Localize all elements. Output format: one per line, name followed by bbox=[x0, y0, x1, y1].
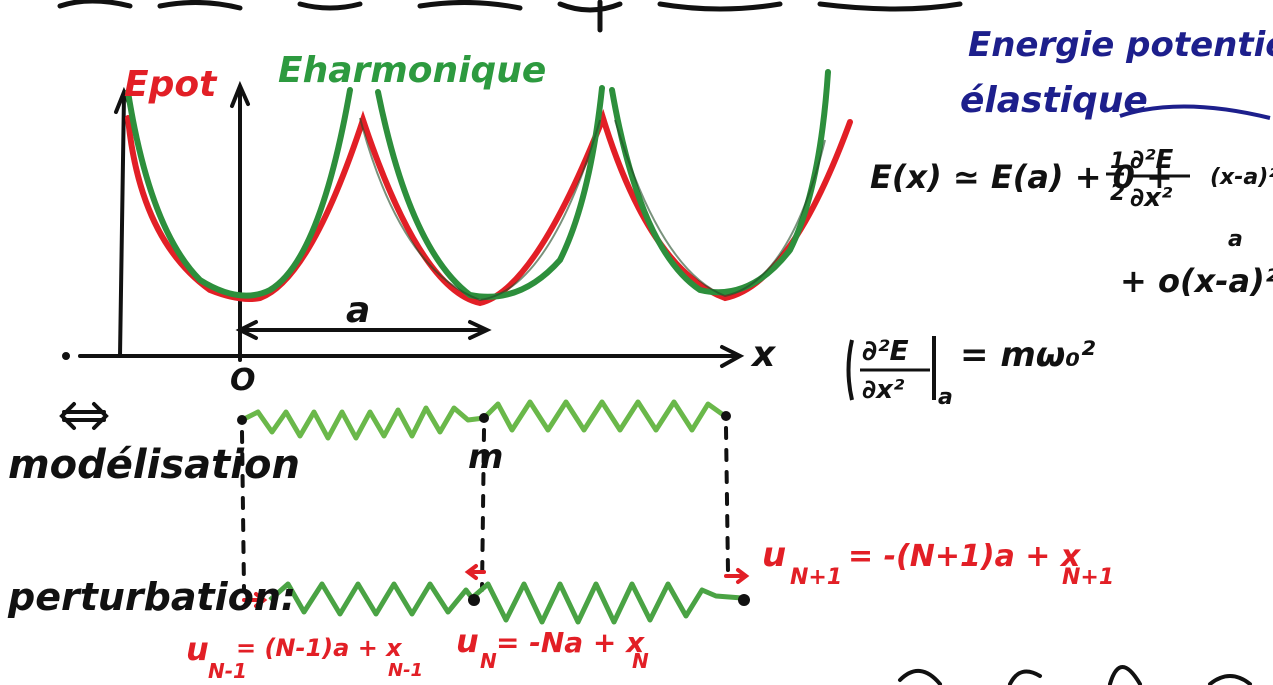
title-elastic: élastique bbox=[960, 80, 1148, 121]
spring-bottom-left bbox=[268, 581, 474, 617]
svg-text:∂²E: ∂²E bbox=[862, 334, 909, 367]
svg-text:= -Na + x: = -Na + x bbox=[496, 626, 645, 659]
modelisation-label: modélisation bbox=[8, 442, 300, 488]
spring-bottom-right bbox=[470, 581, 743, 625]
svg-text:N: N bbox=[632, 649, 649, 673]
svg-text:+ o(x-a)²: + o(x-a)² bbox=[1120, 262, 1273, 300]
y-axis-left bbox=[118, 93, 126, 358]
svg-text:∂x²: ∂x² bbox=[862, 375, 905, 405]
svg-text:u: u bbox=[186, 630, 209, 668]
epot-label: Epot bbox=[124, 64, 218, 105]
a-arrow-left-head bbox=[235, 320, 258, 340]
spring-top-right bbox=[482, 399, 728, 433]
perturbation-label: perturbation: bbox=[7, 575, 296, 619]
svg-text:(x-a)²: (x-a)² bbox=[1210, 165, 1273, 190]
eharm-curve-2 bbox=[375, 85, 605, 300]
mass-right-top bbox=[721, 411, 731, 421]
y-axis-origin-arrow bbox=[230, 80, 250, 108]
svg-text:N+1: N+1 bbox=[1062, 565, 1114, 590]
x-axis-arrow bbox=[720, 345, 745, 368]
eharm-dark-overlay bbox=[359, 117, 826, 302]
spring-top-left bbox=[240, 405, 485, 441]
svg-text:N: N bbox=[480, 649, 497, 673]
origin-label: O bbox=[230, 363, 256, 398]
svg-text:= -(N+1)a + x: = -(N+1)a + x bbox=[848, 539, 1082, 574]
u-next-formula: u N+1 = -(N+1)a + x N+1 bbox=[762, 535, 1114, 590]
taylor-formula: E(x) ≃ E(a) + 0 + 1 2 ∂²E ∂x² a (x-a)² +… bbox=[870, 145, 1273, 300]
a-arrow-right-head bbox=[468, 320, 492, 340]
svg-text:1: 1 bbox=[1110, 149, 1125, 174]
svg-text:2: 2 bbox=[1110, 181, 1125, 206]
mass-mid-bottom bbox=[468, 594, 480, 606]
svg-text:∂²E: ∂²E bbox=[1130, 145, 1174, 175]
dashed-guides bbox=[240, 426, 730, 592]
eharm-label: Eharmonique bbox=[278, 50, 546, 91]
equivalence-arrow bbox=[59, 402, 109, 430]
svg-text:∂x²: ∂x² bbox=[1130, 183, 1173, 213]
displacement-arrows bbox=[242, 564, 750, 608]
axes bbox=[62, 80, 745, 368]
omega-formula: ∂²E ∂x² a = mω₀² bbox=[846, 334, 1095, 410]
u-n-formula: u N = -Na + x N bbox=[456, 622, 649, 673]
mass-label: m bbox=[468, 437, 503, 477]
x-axis-label: x bbox=[750, 334, 777, 375]
svg-text:= (N-1)a + x: = (N-1)a + x bbox=[236, 634, 403, 662]
title-underline bbox=[1119, 104, 1271, 120]
svg-text:u: u bbox=[456, 622, 479, 660]
mass-mid-top bbox=[479, 413, 489, 423]
svg-text:E(x) ≃ E(a) + 0 +: E(x) ≃ E(a) + 0 + bbox=[870, 158, 1173, 196]
svg-text:N-1: N-1 bbox=[388, 660, 423, 681]
top-cut-text bbox=[57, 0, 963, 33]
epot-curve bbox=[125, 108, 853, 307]
svg-text:a: a bbox=[938, 385, 953, 410]
a-label: a bbox=[346, 290, 370, 331]
svg-text:N+1: N+1 bbox=[790, 565, 842, 590]
title-energy-potential: Energie potentielle bbox=[968, 25, 1273, 65]
svg-text:a: a bbox=[1228, 227, 1243, 252]
mass-right-bottom bbox=[738, 594, 750, 606]
axis-dot bbox=[62, 352, 70, 360]
u-prev-formula: u N-1 = (N-1)a + x N-1 bbox=[186, 630, 423, 683]
mass-left-top bbox=[237, 415, 247, 425]
eharm-curve bbox=[125, 87, 353, 299]
eharm-curve-3 bbox=[609, 69, 831, 296]
svg-text:= mω₀²: = mω₀² bbox=[960, 335, 1095, 375]
svg-text:N-1: N-1 bbox=[208, 659, 247, 683]
bottom-cut-text bbox=[898, 665, 1252, 685]
svg-text:u: u bbox=[762, 535, 786, 575]
